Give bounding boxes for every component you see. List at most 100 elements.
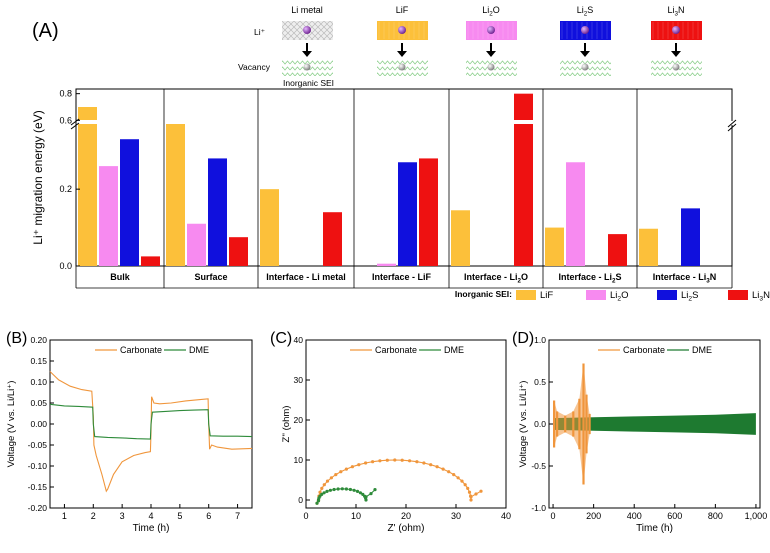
material-label-li2s: Li2S: [577, 5, 594, 17]
category-label: Bulk: [110, 272, 130, 282]
bar-lif: [166, 121, 185, 267]
data-point-carbonate: [452, 473, 456, 477]
x-axis-label: Z' (ohm): [388, 523, 425, 534]
data-point-carbonate: [329, 476, 333, 480]
x-tick-label: 2: [91, 511, 96, 521]
y-tick-label: -0.05: [28, 440, 48, 450]
bar-lif: [545, 227, 564, 266]
x-tick-label: 20: [401, 511, 411, 521]
x-tick-label: 3: [120, 511, 125, 521]
data-point-carbonate: [385, 458, 389, 462]
x-tick-label: 800: [708, 511, 723, 521]
data-point-carbonate: [350, 465, 354, 469]
data-point-carbonate: [456, 476, 460, 480]
bar-li2s: [398, 162, 417, 266]
li-ion-label: Li⁺: [254, 27, 266, 37]
data-point-dme: [320, 492, 324, 496]
data-point-carbonate: [435, 465, 439, 469]
bar-li3n: [514, 93, 533, 267]
category-label: Interface - LiF: [372, 272, 432, 282]
y-tick-label: -0.20: [28, 503, 48, 513]
y-tick-label: -1.0: [531, 503, 546, 513]
material-label-lif: LiF: [396, 5, 409, 15]
li-ion-ball: [487, 26, 495, 34]
bar-li3n: [419, 158, 438, 266]
legend-label-lif: LiF: [540, 290, 553, 301]
x-tick-label: 30: [451, 511, 461, 521]
legend-swatch-li2o: [586, 290, 606, 300]
x-tick-label: 5: [177, 511, 182, 521]
series-area-carbonate: [554, 363, 590, 485]
y-tick-label: 30: [294, 375, 304, 385]
x-axis-label: Time (h): [133, 523, 170, 534]
data-point-dme: [325, 489, 329, 493]
x-tick-label: 0: [303, 511, 308, 521]
series-line-carbonate: [316, 459, 482, 504]
data-point-carbonate: [429, 463, 433, 467]
bar-break-gap: [513, 120, 534, 124]
data-point-carbonate: [364, 461, 368, 465]
vacancy-ball: [581, 63, 589, 71]
data-point-carbonate: [320, 486, 324, 490]
li-ion-ball: [303, 26, 311, 34]
vacancy-ball: [303, 63, 311, 71]
y-tick-label: 0.6: [59, 115, 72, 125]
x-tick-label: 7: [235, 511, 240, 521]
x-tick-label: 10: [351, 511, 361, 521]
data-point-carbonate: [334, 473, 338, 477]
data-point-carbonate: [479, 489, 483, 493]
bar-lif: [78, 107, 97, 266]
bar-li3n: [229, 237, 248, 266]
series-line-dme: [49, 403, 253, 440]
y-tick-label: 0.2: [59, 184, 72, 194]
legend-swatch-lif: [516, 290, 536, 300]
bar-lif: [639, 228, 658, 266]
panel-label: (B): [6, 330, 27, 347]
data-point-dme: [332, 487, 336, 492]
li-ion-ball: [398, 26, 406, 34]
legend-label-li2o: Li2O: [610, 290, 629, 302]
axis-break-mark: [70, 118, 80, 126]
legend-label-li2s: Li2S: [681, 290, 698, 302]
x-axis-label: Time (h): [636, 523, 673, 534]
y-axis-label: Z'' (ohm): [281, 406, 292, 443]
data-point-dme: [352, 488, 356, 492]
bar-li2o: [377, 263, 396, 266]
inorganic-sei-label: Inorganic SEI: [283, 78, 334, 88]
data-point-dme: [322, 491, 326, 495]
y-tick-label: 0.00: [30, 419, 47, 429]
li-ion-ball: [581, 26, 589, 34]
legend-swatch-li2s: [657, 290, 677, 300]
data-point-dme: [373, 488, 377, 492]
x-tick-label: 6: [206, 511, 211, 521]
arrow-head-icon: [397, 51, 407, 57]
data-point-carbonate: [400, 458, 404, 462]
series-area-dme: [553, 413, 756, 435]
data-point-dme: [348, 487, 352, 492]
axis-break-mark: [727, 123, 737, 132]
category-label: Interface - Li3N: [653, 272, 717, 284]
vacancy-ball: [672, 63, 680, 71]
y-tick-label: 0.05: [30, 398, 47, 408]
x-tick-label: 0: [551, 511, 556, 521]
axis-break-mark: [70, 122, 80, 130]
category-label: Interface - Li metal: [266, 272, 346, 282]
bar-li3n: [608, 234, 627, 266]
data-point-dme: [369, 492, 373, 496]
y-tick-label: 0.0: [534, 419, 546, 429]
data-point-dme: [344, 487, 348, 491]
data-point-carbonate: [357, 463, 361, 467]
data-point-dme: [328, 488, 332, 492]
bar-break-gap: [77, 120, 98, 124]
y-tick-label: 1.0: [534, 335, 546, 345]
data-point-carbonate: [322, 483, 326, 487]
bar-li2s: [681, 208, 700, 266]
legend-label-dme: DME: [692, 345, 712, 355]
y-axis-label: Voltage (V vs. Li/Li⁺): [6, 381, 17, 468]
y-axis-label: Voltage (V vs. Li/Li⁺): [518, 381, 529, 468]
y-tick-label: 0.0: [59, 261, 72, 271]
vacancy-label: Vacancy: [238, 62, 271, 72]
legend-swatch-li3n: [728, 290, 748, 300]
data-point-carbonate: [447, 470, 451, 474]
data-point-carbonate: [474, 492, 478, 496]
